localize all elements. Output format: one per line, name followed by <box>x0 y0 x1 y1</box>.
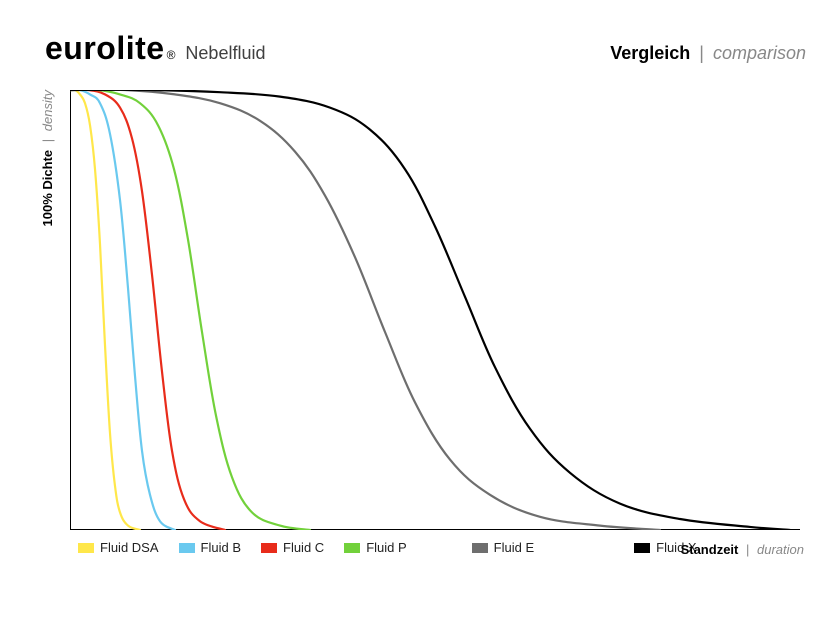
y-axis-label: 100% Dichte | density <box>40 90 55 226</box>
x-axis-label-sep: | <box>746 542 749 557</box>
series-line <box>70 90 310 530</box>
legend-swatch <box>634 543 650 553</box>
header-right: Vergleich | comparison <box>610 43 806 64</box>
legend-item: Fluid C <box>261 540 324 555</box>
legend: Fluid DSAFluid BFluid CFluid PFluid EFlu… <box>78 540 697 555</box>
series-line <box>70 90 660 530</box>
x-axis-label-de: Standzeit <box>681 542 739 557</box>
x-axis-label: Standzeit | duration <box>681 542 804 557</box>
legend-item: Fluid B <box>179 540 241 555</box>
registered-mark: ® <box>167 48 176 62</box>
header-right-en: comparison <box>713 43 806 63</box>
chart-svg <box>70 90 800 530</box>
header-right-sep: | <box>699 43 704 63</box>
legend-item: Fluid DSA <box>78 540 159 555</box>
legend-item: Fluid E <box>472 540 534 555</box>
legend-label: Fluid B <box>201 540 241 555</box>
product-subtitle: Nebelfluid <box>185 43 265 64</box>
header: eurolite® Nebelfluid Vergleich | compari… <box>45 30 806 67</box>
legend-label: Fluid E <box>494 540 534 555</box>
legend-label: Fluid DSA <box>100 540 159 555</box>
y-axis-label-de: 100% Dichte <box>40 150 55 227</box>
x-axis-label-en: duration <box>757 542 804 557</box>
legend-swatch <box>78 543 94 553</box>
series-line <box>70 90 790 530</box>
series-line <box>70 90 175 530</box>
legend-label: Fluid C <box>283 540 324 555</box>
legend-swatch <box>179 543 195 553</box>
legend-swatch <box>344 543 360 553</box>
chart-area <box>70 90 800 530</box>
legend-label: Fluid P <box>366 540 406 555</box>
brand-text: eurolite <box>45 30 165 67</box>
legend-swatch <box>472 543 488 553</box>
header-right-de: Vergleich <box>610 43 690 63</box>
axes <box>70 90 800 530</box>
legend-item: Fluid P <box>344 540 406 555</box>
legend-swatch <box>261 543 277 553</box>
y-axis-label-en: density <box>40 90 55 131</box>
brand-group: eurolite® Nebelfluid <box>45 30 265 67</box>
y-axis-label-sep: | <box>40 139 55 142</box>
